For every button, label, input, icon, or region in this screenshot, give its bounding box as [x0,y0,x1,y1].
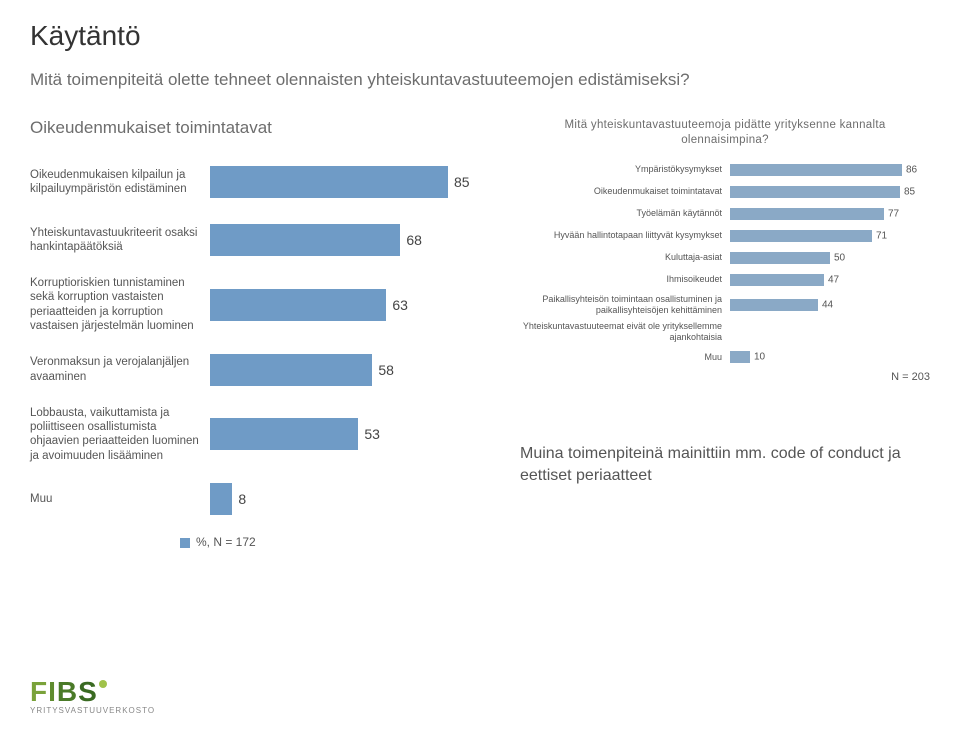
left-bar-value: 58 [378,362,394,378]
left-chart-rows: Oikeudenmukaisen kilpailun ja kilpailuym… [30,160,490,521]
right-bar-label: Oikeudenmukaiset toimintatavat [520,186,730,197]
right-bar-value: 50 [834,252,845,263]
right-bar-area [730,324,930,340]
left-bar-value: 68 [406,232,422,248]
logo-letter-i: I [48,676,57,707]
columns: Oikeudenmukaiset toimintatavat Oikeudenm… [30,118,930,549]
right-bar-value: 85 [904,186,915,197]
right-bar-area: 77 [730,206,930,222]
logo-letter-b: B [57,676,78,707]
left-bar-area: 68 [210,218,490,262]
left-bar [210,289,386,321]
right-bar-row: Ihmisoikeudet 47 [520,272,930,288]
right-bar-label: Yhteiskuntavastuuteemat eivät ole yrityk… [520,321,730,343]
right-bar-area: 47 [730,272,930,288]
left-bar-row: Lobbausta, vaikuttamista ja poliittiseen… [30,406,490,464]
right-bar-row: Hyvään hallintotapaan liittyvät kysymyks… [520,228,930,244]
right-bar [730,208,884,220]
logo-dot-icon [99,680,107,688]
right-bar-label: Kuluttaja-asiat [520,252,730,263]
left-chart-heading: Oikeudenmukaiset toimintatavat [30,118,490,138]
right-bar [730,351,750,363]
right-bar-label: Ympäristökysymykset [520,164,730,175]
left-bar-row: Korruptioriskien tunnistaminen sekä korr… [30,276,490,334]
right-bar-label: Paikallisyhteisön toimintaan osallistumi… [520,294,730,316]
left-bar-label: Korruptioriskien tunnistaminen sekä korr… [30,276,210,334]
right-bar [730,274,824,286]
page: Käytäntö Mitä toimenpiteitä olette tehne… [0,0,960,737]
right-chart: Mitä yhteiskuntavastuuteemoja pidätte yr… [520,118,930,549]
page-title: Käytäntö [30,20,930,52]
right-bar-area: 85 [730,184,930,200]
right-bar [730,230,872,242]
legend-text: %, N = 172 [196,535,256,549]
left-bar-row: Oikeudenmukaisen kilpailun ja kilpailuym… [30,160,490,204]
right-bar-row: Ympäristökysymykset 86 [520,162,930,178]
right-bar [730,164,902,176]
right-bar-area: 71 [730,228,930,244]
left-bar-row: Yhteiskuntavastuukriteerit osaksi hankin… [30,218,490,262]
left-bar-value: 53 [364,426,380,442]
right-bar [730,186,900,198]
left-bar-value: 85 [454,174,470,190]
right-chart-note: N = 203 [520,371,930,383]
logo-text: FIBS [30,676,155,708]
left-chart-legend: %, N = 172 [180,535,490,549]
logo-subtext: YRITYSVASTUUVERKOSTO [30,706,155,715]
left-bar-label: Oikeudenmukaisen kilpailun ja kilpailuym… [30,168,210,197]
logo-letter-s: S [78,676,98,707]
left-bar [210,224,400,256]
left-bar-value: 8 [238,491,246,507]
right-chart-rows: Ympäristökysymykset 86 Oikeudenmukaiset to… [520,162,930,365]
logo-letter-f: F [30,676,48,707]
right-chart-title: Mitä yhteiskuntavastuuteemoja pidätte yr… [520,118,930,148]
right-bar-row: Paikallisyhteisön toimintaan osallistumi… [520,294,930,316]
page-subtitle: Mitä toimenpiteitä olette tehneet olenna… [30,70,930,90]
right-bar [730,299,818,311]
right-bar-row: Yhteiskuntavastuuteemat eivät ole yrityk… [520,321,930,343]
right-bar [730,252,830,264]
right-bar-area: 44 [730,297,930,313]
right-bar-area: 86 [730,162,930,178]
right-bar-label: Hyvään hallintotapaan liittyvät kysymyks… [520,230,730,241]
right-bar-value: 44 [822,299,833,310]
right-bar-area: 50 [730,250,930,266]
left-bar-value: 63 [392,297,408,313]
left-bar-area: 85 [210,160,490,204]
right-bar-row: Oikeudenmukaiset toimintatavat 85 [520,184,930,200]
footnote: Muina toimenpiteinä mainittiin mm. code … [520,443,930,486]
logo: FIBS YRITYSVASTUUVERKOSTO [30,676,155,715]
left-bar-label: Veronmaksun ja verojalanjäljen avaaminen [30,355,210,384]
right-bar-label: Ihmisoikeudet [520,274,730,285]
left-bar-label: Yhteiskuntavastuukriteerit osaksi hankin… [30,226,210,255]
left-bar [210,483,232,515]
left-bar-label: Lobbausta, vaikuttamista ja poliittiseen… [30,406,210,464]
left-bar [210,166,448,198]
right-bar-value: 71 [876,230,887,241]
left-bar-row: Veronmaksun ja verojalanjäljen avaaminen… [30,348,490,392]
right-bar-value: 10 [754,352,765,363]
right-bar-row: Työelämän käytännöt 77 [520,206,930,222]
left-bar-label: Muu [30,492,210,506]
right-bar-row: Kuluttaja-asiat 50 [520,250,930,266]
right-bar-value: 47 [828,274,839,285]
right-bar-label: Työelämän käytännöt [520,208,730,219]
left-chart: Oikeudenmukaiset toimintatavat Oikeudenm… [30,118,490,549]
legend-swatch [180,538,190,548]
left-bar-area: 8 [210,477,490,521]
right-bar-value: 86 [906,164,917,175]
right-bar-area: 10 [730,349,930,365]
left-bar [210,418,358,450]
right-bar-value: 77 [888,208,899,219]
left-bar-area: 63 [210,283,490,327]
left-bar [210,354,372,386]
right-bar-row: Muu 10 [520,349,930,365]
left-bar-area: 58 [210,348,490,392]
right-bar-label: Muu [520,352,730,363]
left-bar-row: Muu 8 [30,477,490,521]
left-bar-area: 53 [210,412,490,456]
